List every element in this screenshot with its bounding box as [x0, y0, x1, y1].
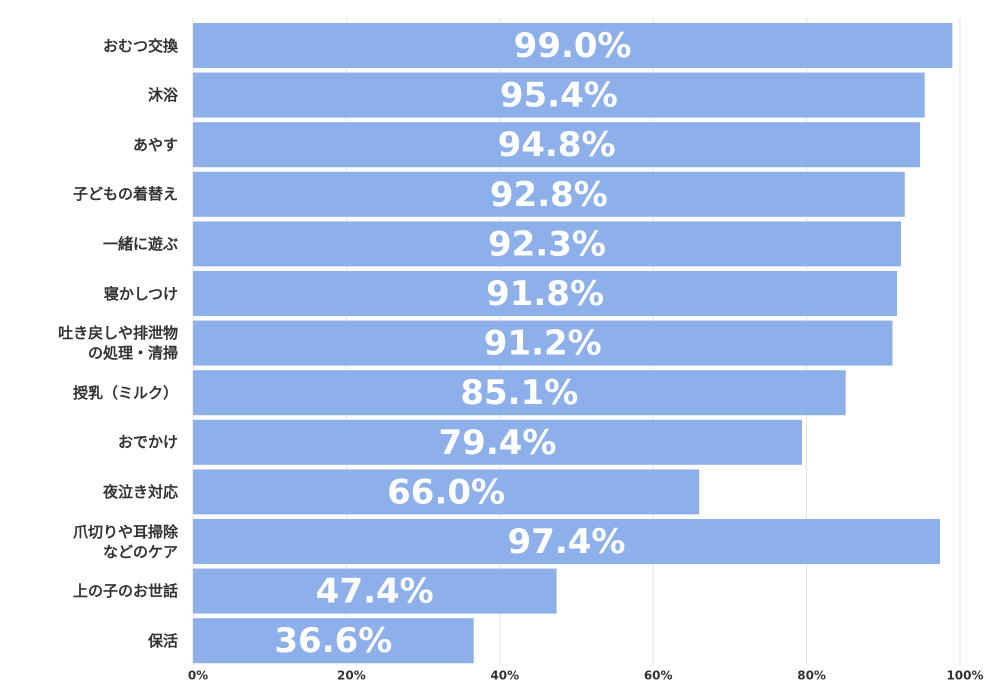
category-label: あやす — [132, 135, 178, 154]
bar — [193, 519, 941, 564]
value-label: 99.0% — [514, 26, 632, 66]
category-label: 吐き戻しや排泄物 の処理・清掃 — [58, 324, 178, 363]
bar — [193, 271, 898, 316]
category-label: おむつ交換 — [102, 36, 178, 55]
x-tick-label: 80% — [797, 669, 826, 683]
category-label: 一緒に遊ぶ — [102, 234, 178, 253]
bar — [193, 370, 846, 416]
value-label: 92.8% — [490, 175, 608, 215]
value-label: 79.4% — [439, 423, 557, 463]
category-label: 沐浴 — [147, 86, 178, 105]
x-tick-label: 40% — [490, 669, 519, 683]
bar — [193, 618, 474, 664]
bar — [193, 320, 893, 366]
x-tick-label: 0% — [188, 669, 208, 683]
category-label: 夜泣き対応 — [102, 482, 178, 501]
value-label: 36.6% — [274, 621, 392, 661]
bar — [193, 419, 802, 465]
value-label: 91.8% — [486, 274, 604, 314]
category-label: 寝かしつけ — [103, 284, 178, 303]
bar — [193, 23, 953, 68]
value-label: 91.2% — [484, 324, 602, 364]
value-label: 97.4% — [508, 522, 626, 562]
category-label: 授乳（ミルク） — [72, 383, 178, 402]
x-tick-label: 100% — [946, 669, 983, 683]
category-label: おでかけ — [117, 433, 178, 452]
category-label: 保活 — [147, 631, 178, 650]
bar — [193, 171, 905, 217]
value-label: 85.1% — [460, 373, 578, 413]
bar — [193, 72, 925, 118]
bar — [193, 221, 901, 267]
value-label: 47.4% — [316, 572, 434, 612]
category-label: 子どもの着替え — [72, 185, 178, 204]
value-label: 94.8% — [498, 125, 616, 165]
bar — [193, 568, 557, 614]
category-label: 上の子のお世話 — [72, 582, 178, 601]
value-label: 95.4% — [500, 76, 618, 116]
category-label: 爪切りや耳掃除 などのケア — [72, 522, 178, 561]
value-label: 66.0% — [387, 472, 505, 512]
value-label: 92.3% — [488, 224, 606, 264]
bar — [193, 469, 700, 515]
bar — [193, 122, 921, 168]
x-tick-label: 60% — [644, 669, 673, 683]
x-tick-label: 20% — [337, 669, 366, 683]
